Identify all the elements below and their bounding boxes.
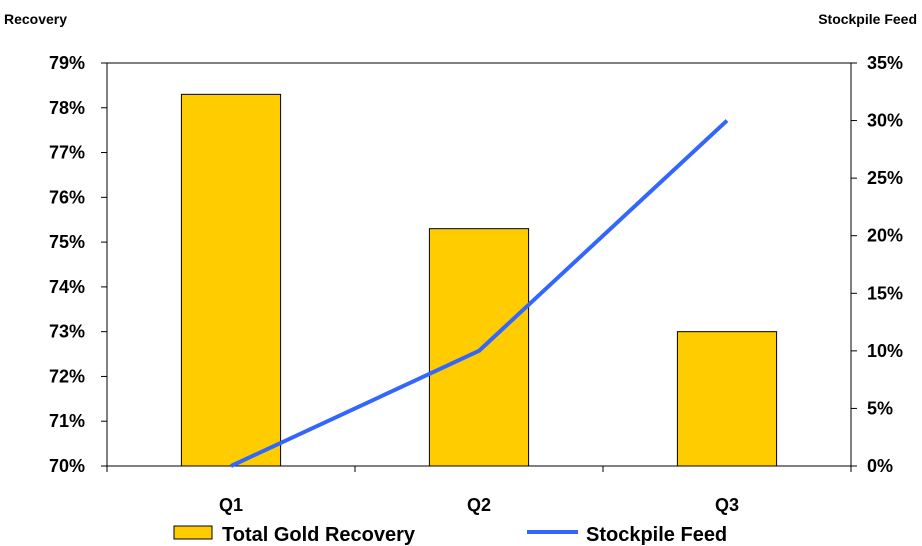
category-label-q3: Q3 <box>715 495 739 515</box>
left-axis-title: Recovery <box>4 11 67 27</box>
category-label-q2: Q2 <box>467 495 491 515</box>
right-tick-label: 10% <box>867 341 903 361</box>
left-tick-label: 79% <box>49 53 85 73</box>
left-tick-label: 71% <box>49 411 85 431</box>
bar-q1 <box>180 93 282 467</box>
right-tick-label: 35% <box>867 53 903 73</box>
left-tick-label: 77% <box>49 143 85 163</box>
stockpile-feed-line <box>230 119 729 468</box>
right-tick-label: 30% <box>867 111 903 131</box>
bars-layer <box>180 93 778 467</box>
left-tick-label: 70% <box>49 456 85 476</box>
right-tick-label: 5% <box>867 398 893 418</box>
legend-bar-label: Total Gold Recovery <box>222 524 416 546</box>
line-layer <box>230 119 729 468</box>
right-axis-title: Stockpile Feed <box>818 11 917 27</box>
left-tick-labels: 70% 71% 72% 73% 74% 75% 76% 77% 78% 79% <box>49 53 85 476</box>
bar-q3 <box>676 331 778 467</box>
category-labels: Q1 Q2 Q3 <box>219 495 739 515</box>
right-tick-labels: 0% 5% 10% 15% 20% 25% 30% 35% <box>867 53 903 476</box>
right-tick-label: 25% <box>867 168 903 188</box>
left-tick-label: 78% <box>49 98 85 118</box>
left-tick-label: 76% <box>49 187 85 207</box>
left-tick-label: 75% <box>49 232 85 252</box>
legend-line-label: Stockpile Feed <box>586 524 727 546</box>
legend-bar-swatch <box>173 525 213 540</box>
category-label-q1: Q1 <box>219 495 243 515</box>
right-tick-label: 0% <box>867 456 893 476</box>
left-tick-label: 72% <box>49 366 85 386</box>
bar-q2 <box>428 228 530 467</box>
right-tick-label: 15% <box>867 283 903 303</box>
right-tick-label: 20% <box>867 226 903 246</box>
left-tick-label: 74% <box>49 277 85 297</box>
legend: Total Gold Recovery Stockpile Feed <box>173 524 727 546</box>
left-tick-label: 73% <box>49 322 85 342</box>
